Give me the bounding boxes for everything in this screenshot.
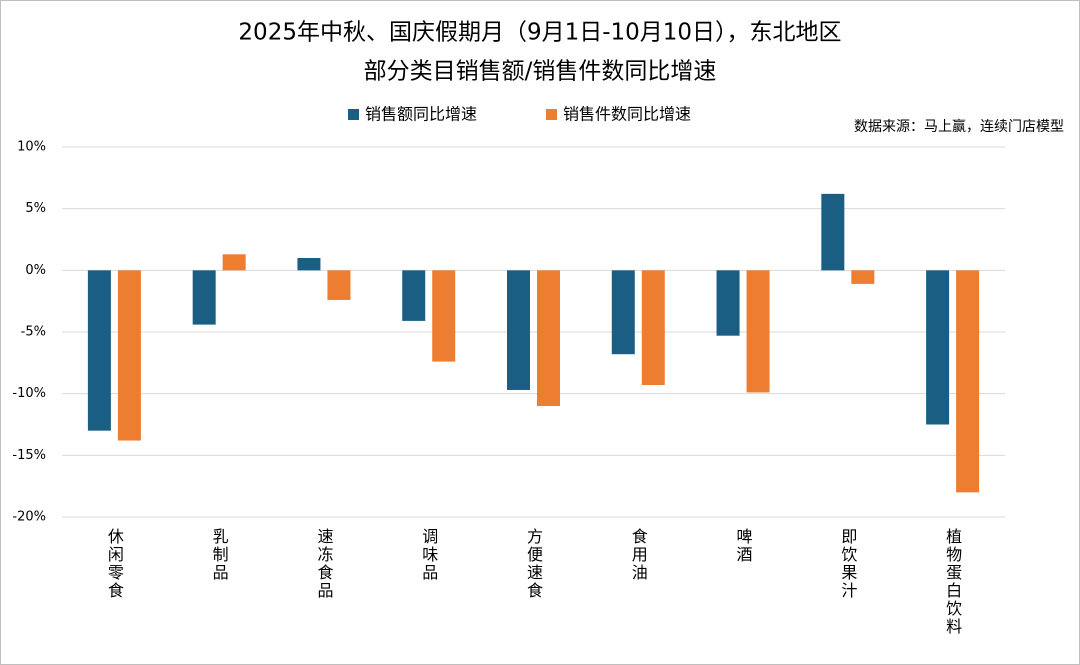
legend-swatch xyxy=(546,109,557,120)
bar xyxy=(851,270,875,284)
y-tick-label: 0% xyxy=(25,263,46,278)
bar xyxy=(611,270,635,355)
legend-swatch xyxy=(348,109,359,120)
x-tick-label: 食用油 xyxy=(629,528,648,582)
bar xyxy=(87,270,111,431)
x-tick-label: 休闲零食 xyxy=(105,528,124,600)
bar xyxy=(297,258,321,271)
x-tick-label: 速冻食品 xyxy=(314,528,333,600)
bar xyxy=(821,193,845,271)
bar xyxy=(537,270,560,406)
x-tick-label: 啤酒 xyxy=(734,528,753,564)
bar xyxy=(956,270,980,493)
bar xyxy=(222,254,246,271)
x-tick-label: 乳制品 xyxy=(210,528,229,582)
bar xyxy=(716,270,740,336)
y-tick-label: 5% xyxy=(25,201,46,216)
legend-label: 销售件数同比增速 xyxy=(563,105,691,124)
y-tick-label: -15% xyxy=(12,448,46,463)
bar xyxy=(327,270,351,300)
bar xyxy=(192,270,216,325)
source-note: 数据来源：马上赢，连续门店模型 xyxy=(854,118,1064,135)
bar xyxy=(432,270,456,362)
chart-subtitle: 部分类目销售额/销售件数同比增速 xyxy=(364,59,717,85)
y-tick-label: -20% xyxy=(12,510,46,525)
y-tick-label: -10% xyxy=(12,386,46,401)
chart-title: 2025年中秋、国庆假期月（9月1日-10月10日），东北地区 xyxy=(238,20,841,46)
x-tick-label: 方便速食 xyxy=(524,528,543,600)
bar xyxy=(926,270,950,425)
bar xyxy=(641,270,665,386)
y-tick-label: 10% xyxy=(17,140,46,155)
bar xyxy=(507,270,530,390)
x-tick-label: 调味品 xyxy=(419,528,438,582)
bar xyxy=(746,270,770,393)
x-tick-label: 即饮果汁 xyxy=(838,528,857,600)
bar xyxy=(117,270,141,441)
x-tick-label: 植物蛋白饮料 xyxy=(943,528,962,636)
bar xyxy=(402,270,426,321)
legend-label: 销售额同比增速 xyxy=(365,105,477,124)
y-tick-label: -5% xyxy=(21,325,46,340)
